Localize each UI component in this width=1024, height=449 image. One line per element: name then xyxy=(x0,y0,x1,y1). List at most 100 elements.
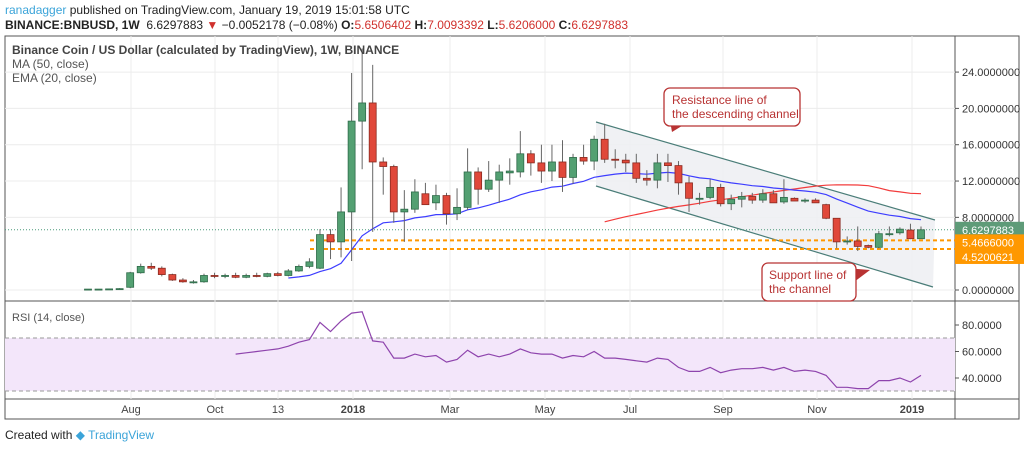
ema-legend[interactable]: EMA (20, close) xyxy=(12,71,97,85)
candle-down xyxy=(632,162,641,179)
candle-down xyxy=(600,138,609,160)
time-tick-label: Mar xyxy=(441,404,460,416)
candle-down xyxy=(674,165,683,184)
publish-text: published on TradingView.com, January 19… xyxy=(69,3,410,17)
candle-up xyxy=(917,229,925,240)
candle-down xyxy=(252,275,261,277)
candle-down xyxy=(579,157,588,162)
candle-down xyxy=(326,234,335,243)
candle-up xyxy=(874,233,883,248)
candle-down xyxy=(537,162,546,172)
candle-up xyxy=(263,273,272,277)
candle-up xyxy=(780,196,788,203)
candle-up xyxy=(410,191,419,210)
candle-up xyxy=(115,288,124,291)
candle-down xyxy=(853,240,862,247)
candle-up xyxy=(105,288,113,291)
axes: Aug Oct 13 2018 Mar May Jul Sep Nov 2019 24.000000… xyxy=(121,67,1024,416)
candle-down xyxy=(147,265,156,269)
candle-up xyxy=(896,228,904,234)
high-label: H: xyxy=(414,18,428,32)
candle-up xyxy=(727,198,736,205)
candle-up xyxy=(495,171,504,181)
candle-up xyxy=(569,157,577,178)
time-tick-label: 2018 xyxy=(341,404,365,416)
down-arrow-icon: ▼ xyxy=(206,18,219,32)
candle-down xyxy=(389,166,398,213)
candle-down xyxy=(379,161,388,167)
time-tick-label: Oct xyxy=(206,404,223,416)
time-tick-label: Sep xyxy=(713,404,733,416)
candle-down xyxy=(168,274,177,281)
candle-up xyxy=(516,153,525,173)
candle-up xyxy=(737,196,746,200)
candle-up xyxy=(294,265,303,272)
candle-up xyxy=(358,102,367,122)
candle-up xyxy=(136,265,145,274)
candle-down xyxy=(368,102,377,163)
candle-up xyxy=(126,272,135,288)
channel-shade xyxy=(596,122,935,287)
time-tick-label: Jul xyxy=(623,404,637,416)
symbol: BINANCE:BNBUSD, 1W xyxy=(5,18,140,32)
resistance-line[interactable] xyxy=(595,121,936,221)
candle-up xyxy=(695,197,704,200)
resistance-callout-line2: the descending channel xyxy=(672,107,799,121)
candle-down xyxy=(157,267,166,275)
price-tag-level2 xyxy=(955,248,1024,264)
candle-down xyxy=(832,217,841,243)
candle-down xyxy=(526,153,535,164)
candle-up xyxy=(337,211,345,243)
rsi-tick-label: 40.0000 xyxy=(962,373,1002,385)
candle-up xyxy=(284,270,293,276)
candle-up xyxy=(843,240,852,243)
price-tag-label: 4.5200621 xyxy=(962,252,1014,264)
price-tick-label: 16.0000000 xyxy=(962,140,1020,152)
price-tick-label: 8.0000000 xyxy=(962,212,1014,224)
levels xyxy=(5,229,955,250)
candle-up xyxy=(189,281,198,284)
candle-up xyxy=(463,171,472,208)
low-value: 5.6206000 xyxy=(498,18,556,32)
candle-up xyxy=(453,206,461,215)
candle-up xyxy=(885,233,894,236)
candle-down xyxy=(716,186,725,205)
ma-legend[interactable]: MA (50, close) xyxy=(12,57,89,71)
candle-up xyxy=(242,275,251,278)
time-tick-label: May xyxy=(535,404,556,416)
price-tick-label: 0.0000000 xyxy=(962,285,1014,297)
price-tick-label: 24.0000000 xyxy=(962,67,1020,79)
close-label: C: xyxy=(558,18,572,32)
candle-up xyxy=(84,288,92,291)
resistance-callout[interactable]: Resistance line of the descending channe… xyxy=(663,87,801,132)
tradingview-link[interactable]: TradingView xyxy=(88,428,155,442)
low-label: L: xyxy=(487,18,499,32)
price-tick-label: 20.0000000 xyxy=(962,103,1020,115)
author-link[interactable]: ranadagger xyxy=(5,3,67,17)
support-line[interactable] xyxy=(595,185,934,288)
candle-down xyxy=(611,158,620,161)
rsi-legend[interactable]: RSI (14, close) xyxy=(12,312,85,324)
rsi-tick-label: 80.0000 xyxy=(962,320,1002,332)
price-change: −0.0052178 (−0.08%) xyxy=(221,18,338,32)
candle-down xyxy=(558,161,567,178)
publish-info: ranadagger published on TradingView.com,… xyxy=(5,3,410,17)
candle-up xyxy=(200,275,208,283)
rsi-tick-label: 60.0000 xyxy=(962,347,1002,359)
price-tick-label: 12.0000000 xyxy=(962,176,1020,188)
price-tag-level1 xyxy=(955,234,1024,250)
candle-down xyxy=(421,193,430,206)
support-callout[interactable]: Support line of the channel xyxy=(761,262,870,302)
time-tick-label: 13 xyxy=(272,404,284,416)
candles xyxy=(84,48,925,291)
candle-up xyxy=(221,275,229,277)
candle-up xyxy=(548,161,556,172)
candle-up xyxy=(316,234,324,269)
resistance-callout-line1: Resistance line of xyxy=(672,93,767,107)
candle-down xyxy=(664,162,672,167)
candle-down xyxy=(748,196,757,201)
symbol-info: BINANCE:BNBUSD, 1W 6.6297883 ▼ −0.005217… xyxy=(5,18,628,32)
candle-up xyxy=(801,199,809,202)
candle-up xyxy=(706,186,715,198)
